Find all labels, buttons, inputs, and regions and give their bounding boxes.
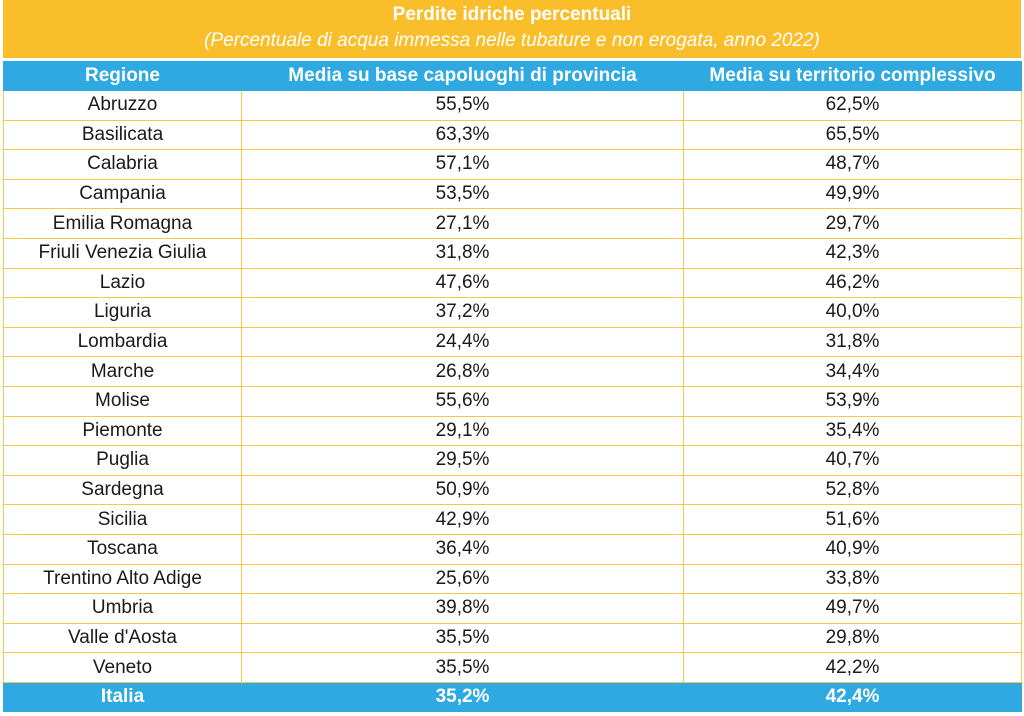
capoluoghi-value-cell: 37,2% xyxy=(241,297,684,328)
header-row: Regione Media su base capoluoghi di prov… xyxy=(3,61,1022,91)
table-footer: Italia 35,2% 42,4% xyxy=(3,681,1022,712)
region-cell: Marche xyxy=(3,356,242,387)
table-row: Molise 55,6% 53,9% xyxy=(3,385,1022,417)
table-row: Abruzzo 55,5% 62,5% xyxy=(3,90,1022,121)
capoluoghi-value-cell: 35,5% xyxy=(241,652,684,683)
table-row: Lombardia 24,4% 31,8% xyxy=(3,326,1022,358)
capoluoghi-value-cell: 57,1% xyxy=(241,149,684,180)
table-row: Lazio 47,6% 46,2% xyxy=(3,267,1022,299)
capoluoghi-value-cell: 55,5% xyxy=(241,90,684,121)
region-cell: Puglia xyxy=(3,445,242,476)
territorio-value-cell: 53,9% xyxy=(683,385,1022,417)
table-subtitle: (Percentuale di acqua immessa nelle tuba… xyxy=(204,30,820,51)
column-header-regione: Regione xyxy=(3,61,242,91)
table-row: Umbria 39,8% 49,7% xyxy=(3,593,1022,624)
table-row: Campania 53,5% 49,9% xyxy=(3,178,1022,210)
region-cell: Veneto xyxy=(3,652,242,683)
capoluoghi-value-cell: 25,6% xyxy=(241,563,684,595)
table-header: Regione Media su base capoluoghi di prov… xyxy=(3,61,1022,91)
territorio-value-cell: 34,4% xyxy=(683,356,1022,387)
region-cell: Liguria xyxy=(3,297,242,328)
water-loss-table: Regione Media su base capoluoghi di prov… xyxy=(3,61,1022,712)
table-row: Toscana 36,4% 40,9% xyxy=(3,533,1022,565)
capoluoghi-value-cell: 55,6% xyxy=(241,385,684,417)
territorio-value-cell: 29,8% xyxy=(683,622,1022,654)
total-row: Italia 35,2% 42,4% xyxy=(3,681,1022,712)
region-cell: Piemonte xyxy=(3,415,242,447)
capoluoghi-value-cell: 31,8% xyxy=(241,237,684,269)
territorio-value-cell: 40,7% xyxy=(683,445,1022,476)
territorio-value-cell: 31,8% xyxy=(683,326,1022,358)
table-row: Veneto 35,5% 42,2% xyxy=(3,652,1022,683)
column-header-capoluoghi: Media su base capoluoghi di provincia xyxy=(241,61,684,91)
total-label: Italia xyxy=(3,681,242,712)
territorio-value-cell: 49,7% xyxy=(683,593,1022,624)
capoluoghi-value-cell: 27,1% xyxy=(241,208,684,239)
territorio-value-cell: 40,0% xyxy=(683,297,1022,328)
region-cell: Campania xyxy=(3,178,242,210)
table-row: Liguria 37,2% 40,0% xyxy=(3,297,1022,328)
table-row: Puglia 29,5% 40,7% xyxy=(3,445,1022,476)
table-row: Trentino Alto Adige 25,6% 33,8% xyxy=(3,563,1022,595)
total-capoluoghi: 35,2% xyxy=(241,681,684,712)
territorio-value-cell: 46,2% xyxy=(683,267,1022,299)
territorio-value-cell: 42,2% xyxy=(683,652,1022,683)
territorio-value-cell: 48,7% xyxy=(683,149,1022,180)
territorio-value-cell: 51,6% xyxy=(683,504,1022,535)
table-row: Marche 26,8% 34,4% xyxy=(3,356,1022,387)
region-cell: Lombardia xyxy=(3,326,242,358)
column-header-territorio: Media su territorio complessivo xyxy=(683,61,1022,91)
table-row: Friuli Venezia Giulia 31,8% 42,3% xyxy=(3,237,1022,269)
region-cell: Friuli Venezia Giulia xyxy=(3,237,242,269)
region-cell: Calabria xyxy=(3,149,242,180)
table-title: Perdite idriche percentuali xyxy=(392,4,632,25)
table-row: Valle d'Aosta 35,5% 29,8% xyxy=(3,622,1022,654)
capoluoghi-value-cell: 42,9% xyxy=(241,504,684,535)
capoluoghi-value-cell: 36,4% xyxy=(241,533,684,565)
capoluoghi-value-cell: 24,4% xyxy=(241,326,684,358)
table-row: Basilicata 63,3% 65,5% xyxy=(3,119,1022,151)
table-row: Emilia Romagna 27,1% 29,7% xyxy=(3,208,1022,239)
title-banner: Perdite idriche percentuali (Percentuale… xyxy=(3,0,1021,58)
capoluoghi-value-cell: 29,5% xyxy=(241,445,684,476)
region-cell: Lazio xyxy=(3,267,242,299)
region-cell: Basilicata xyxy=(3,119,242,151)
table-body: Abruzzo 55,5% 62,5% Basilicata 63,3% 65,5% Cal… xyxy=(3,90,1022,683)
territorio-value-cell: 40,9% xyxy=(683,533,1022,565)
table-row: Calabria 57,1% 48,7% xyxy=(3,149,1022,180)
region-cell: Molise xyxy=(3,385,242,417)
region-cell: Valle d'Aosta xyxy=(3,622,242,654)
territorio-value-cell: 49,9% xyxy=(683,178,1022,210)
table-row: Piemonte 29,1% 35,4% xyxy=(3,415,1022,447)
capoluoghi-value-cell: 47,6% xyxy=(241,267,684,299)
region-cell: Abruzzo xyxy=(3,90,242,121)
region-cell: Toscana xyxy=(3,533,242,565)
territorio-value-cell: 35,4% xyxy=(683,415,1022,447)
total-territorio: 42,4% xyxy=(683,681,1022,712)
region-cell: Umbria xyxy=(3,593,242,624)
capoluoghi-value-cell: 53,5% xyxy=(241,178,684,210)
capoluoghi-value-cell: 39,8% xyxy=(241,593,684,624)
capoluoghi-value-cell: 50,9% xyxy=(241,474,684,506)
capoluoghi-value-cell: 35,5% xyxy=(241,622,684,654)
territorio-value-cell: 33,8% xyxy=(683,563,1022,595)
territorio-value-cell: 42,3% xyxy=(683,237,1022,269)
capoluoghi-value-cell: 26,8% xyxy=(241,356,684,387)
capoluoghi-value-cell: 63,3% xyxy=(241,119,684,151)
table-row: Sardegna 50,9% 52,8% xyxy=(3,474,1022,506)
territorio-value-cell: 29,7% xyxy=(683,208,1022,239)
table-row: Sicilia 42,9% 51,6% xyxy=(3,504,1022,535)
region-cell: Emilia Romagna xyxy=(3,208,242,239)
territorio-value-cell: 65,5% xyxy=(683,119,1022,151)
region-cell: Trentino Alto Adige xyxy=(3,563,242,595)
region-cell: Sicilia xyxy=(3,504,242,535)
territorio-value-cell: 62,5% xyxy=(683,90,1022,121)
region-cell: Sardegna xyxy=(3,474,242,506)
capoluoghi-value-cell: 29,1% xyxy=(241,415,684,447)
territorio-value-cell: 52,8% xyxy=(683,474,1022,506)
